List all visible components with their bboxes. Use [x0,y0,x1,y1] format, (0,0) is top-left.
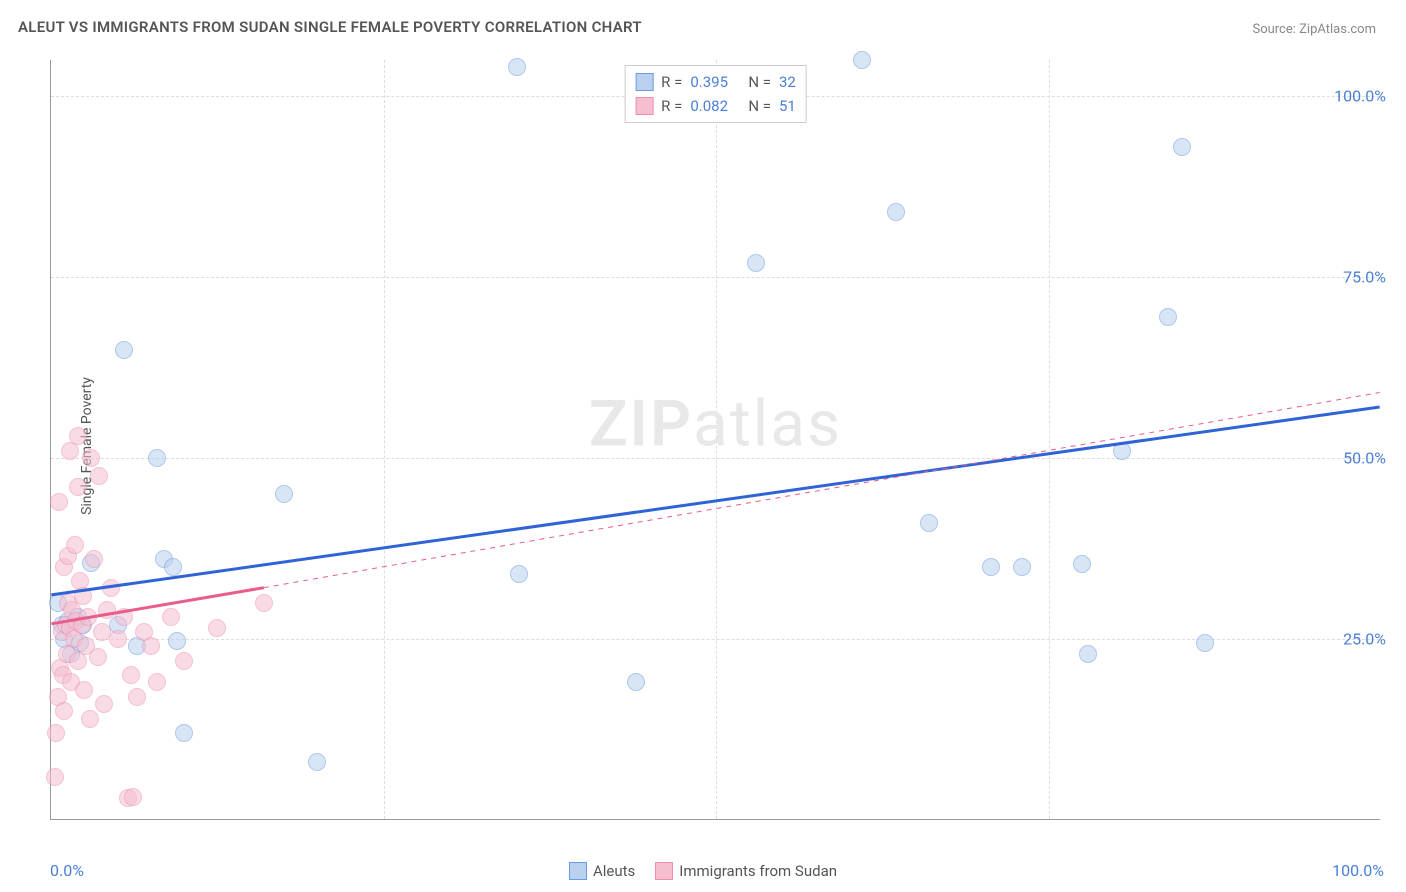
r-value: 0.082 [690,94,740,118]
scatter-point [142,637,160,655]
scatter-point [887,203,905,221]
scatter-point [920,514,938,532]
watermark-bold: ZIP [589,387,693,462]
scatter-point [508,58,526,76]
y-tick-label: 100.0% [1334,87,1386,106]
scatter-point [124,788,142,806]
scatter-point [81,710,99,728]
legend-swatch [655,862,673,880]
scatter-point [1159,308,1177,326]
legend-swatch [635,97,653,115]
y-tick-label: 25.0% [1343,630,1386,649]
scatter-point [128,688,146,706]
scatter-point [79,608,97,626]
n-value: 51 [779,94,796,118]
source-name: ZipAtlas.com [1299,22,1376,37]
source-attribution: Source: ZipAtlas.com [1252,22,1376,37]
scatter-point [275,485,293,503]
scatter-point [175,724,193,742]
scatter-point [82,449,100,467]
legend-swatch [569,862,587,880]
scatter-point [89,648,107,666]
r-label: R = [661,94,682,118]
chart-area: ZIPatlas R =0.395N =32R =0.082N =51 [50,60,1380,820]
scatter-point [1196,634,1214,652]
correlation-legend-row: R = 0.395 N = 32 [635,70,796,94]
scatter-point [55,702,73,720]
scatter-point [85,550,103,568]
r-value: 0.395 [690,70,740,94]
scatter-point [1113,442,1131,460]
scatter-point [98,601,116,619]
scatter-point [747,254,765,272]
legend-item: Immigrants from Sudan [655,862,837,880]
scatter-point [75,681,93,699]
scatter-point [168,632,186,650]
scatter-point [148,449,166,467]
r-label: R = [661,70,682,94]
legend-bottom: Aleuts Immigrants from Sudan [569,862,837,880]
correlation-legend-row: R = 0.082 N = 51 [635,94,796,118]
legend-label: Aleuts [593,862,635,880]
scatter-point [50,493,68,511]
scatter-point [46,768,64,786]
x-tick-label: 0.0% [50,861,84,880]
x-tick-label: 100.0% [1332,861,1384,880]
scatter-point [208,619,226,637]
source-label: Source: [1252,22,1299,37]
scatter-point [1013,558,1031,576]
chart-title: ALEUT VS IMMIGRANTS FROM SUDAN SINGLE FE… [18,18,642,36]
gridline-vertical [384,60,385,819]
scatter-point [95,695,113,713]
scatter-point [115,341,133,359]
scatter-point [69,427,87,445]
scatter-point [74,587,92,605]
y-tick-label: 75.0% [1343,268,1386,287]
scatter-point [115,608,133,626]
scatter-point [510,565,528,583]
scatter-point [164,558,182,576]
gridline-vertical [716,60,717,819]
scatter-point [982,558,1000,576]
regression-line [264,393,1380,588]
scatter-point [175,652,193,670]
legend-swatch [635,73,653,91]
correlation-legend: R = 0.395 N = 32 R = 0.082 N = 51 [624,65,807,123]
scatter-point [47,724,65,742]
n-label: N = [748,70,771,94]
scatter-point [148,673,166,691]
scatter-point [1073,555,1091,573]
scatter-point [109,630,127,648]
scatter-point [90,467,108,485]
scatter-point [102,579,120,597]
legend-label: Immigrants from Sudan [679,862,837,880]
scatter-point [308,753,326,771]
scatter-point [1173,138,1191,156]
n-value: 32 [779,70,796,94]
scatter-point [122,666,140,684]
scatter-point [69,478,87,496]
scatter-point [853,51,871,69]
y-tick-label: 50.0% [1343,449,1386,468]
scatter-point [66,536,84,554]
scatter-point [1079,645,1097,663]
scatter-point [255,594,273,612]
scatter-point [627,673,645,691]
scatter-point [162,608,180,626]
n-label: N = [748,94,771,118]
legend-item: Aleuts [569,862,635,880]
gridline-vertical [1049,60,1050,819]
